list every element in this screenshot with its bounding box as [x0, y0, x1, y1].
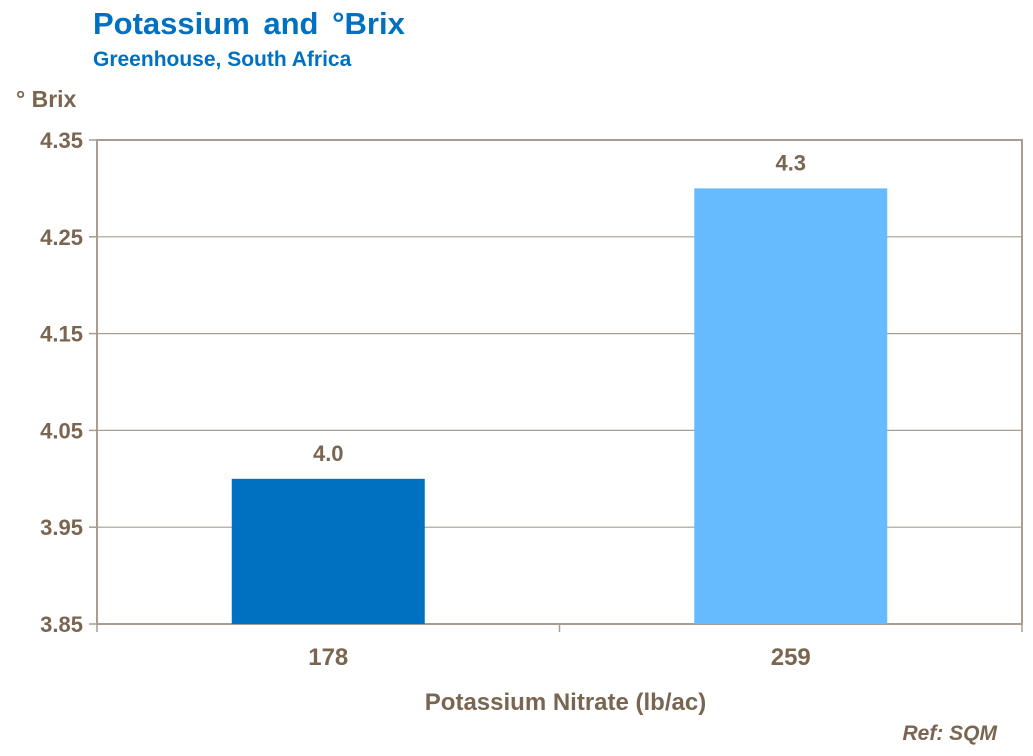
bar-178 [231, 478, 425, 624]
y-tick-label: 4.05 [40, 418, 83, 443]
x-axis-label: Potassium Nitrate (lb/ac) [425, 689, 706, 716]
data-label: 4.3 [775, 150, 806, 175]
y-tick-label: 3.85 [40, 612, 83, 637]
y-tick-label: 4.25 [40, 225, 83, 250]
data-label: 4.0 [313, 441, 344, 466]
reference-note: Ref: SQM [902, 722, 998, 745]
x-tick-label: 259 [771, 644, 811, 671]
y-tick-label: 3.95 [40, 515, 83, 540]
y-tick-label: 4.35 [40, 128, 83, 153]
chart-subtitle: Greenhouse, South Africa [93, 48, 352, 71]
y-tick-label: 4.15 [40, 322, 83, 347]
chart-title: Potassium and °Brix [93, 6, 405, 41]
bar-259 [694, 188, 888, 624]
x-tick-label: 178 [308, 644, 348, 671]
y-axis-label: ° Brix [16, 86, 77, 112]
